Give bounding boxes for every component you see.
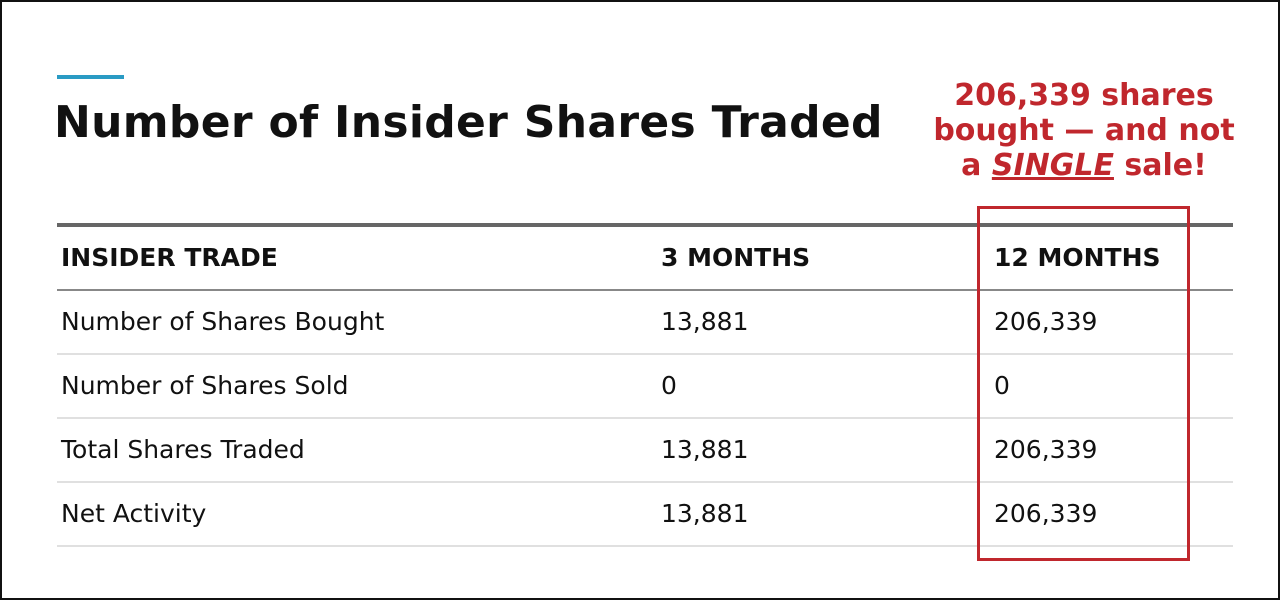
table-row: Number of Shares Sold 0 0 [57,355,1233,419]
highlight-box [977,206,1190,561]
header-cell: 3 MONTHS [661,243,811,272]
annotation-line: a SINGLE sale! [902,148,1266,183]
annotation: 206,339 shares bought — and not a SINGLE… [902,78,1266,183]
table-cell: 206,339 [994,307,1098,336]
header-cell: 12 MONTHS [994,243,1161,272]
title: Number of Insider Shares Traded [54,97,883,148]
table-cell: 13,881 [661,435,749,464]
table-cell: Total Shares Traded [61,435,305,464]
annotation-text: a [961,148,982,183]
annotation-line: bought — and not [933,113,1235,148]
table-cell: 0 [994,371,1010,400]
table-cell: Net Activity [61,499,207,528]
accent-bar [57,75,124,79]
annotation-line: 206,339 shares [954,78,1214,113]
header-row: INSIDER TRADE 3 MONTHS 12 MONTHS [57,227,1233,291]
table-cell: 206,339 [994,435,1098,464]
annotation-emphasis: SINGLE [991,148,1114,183]
table-cell: 13,881 [661,307,749,336]
table: INSIDER TRADE 3 MONTHS 12 MONTHS Number of … [57,223,1233,547]
table-row: Net Activity 13,881 206,339 [57,483,1233,547]
table-cell: Number of Shares Bought [61,307,385,336]
table-cell: 13,881 [661,499,749,528]
table-cell: 206,339 [994,499,1098,528]
annotation-text: sale! [1124,148,1207,183]
table-cell: 0 [661,371,677,400]
table-cell: Number of Shares Sold [61,371,349,400]
header-cell: INSIDER TRADE [61,243,278,272]
table-row: Number of Shares Bought 13,881 206,339 [57,291,1233,355]
table-row: Total Shares Traded 13,881 206,339 [57,419,1233,483]
